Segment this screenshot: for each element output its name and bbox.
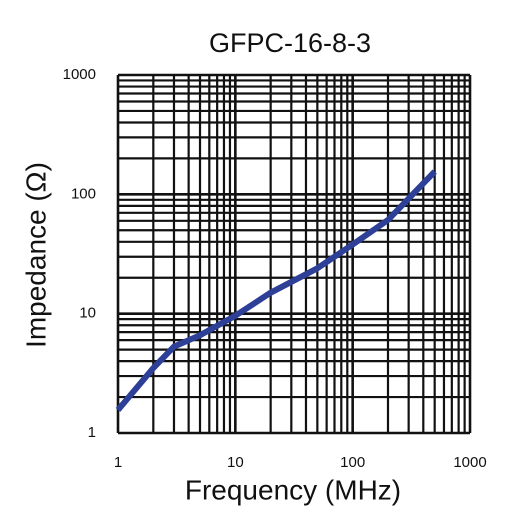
y-tick-label: 100 [71, 185, 96, 202]
x-tick-label: 10 [227, 454, 244, 471]
y-tick-label: 1000 [63, 66, 96, 83]
y-axis-label: Impedance (Ω) [20, 162, 51, 348]
data-line [115, 169, 437, 412]
y-tick-label: 10 [79, 305, 96, 322]
chart-title: GFPC-16-8-3 [209, 28, 371, 58]
x-tick-label: 1000 [453, 454, 486, 471]
x-axis-label: Frequency (MHz) [185, 474, 401, 505]
x-tick-label: 100 [340, 454, 365, 471]
x-tick-label: 1 [114, 454, 122, 471]
y-tick-label: 1 [88, 424, 96, 441]
